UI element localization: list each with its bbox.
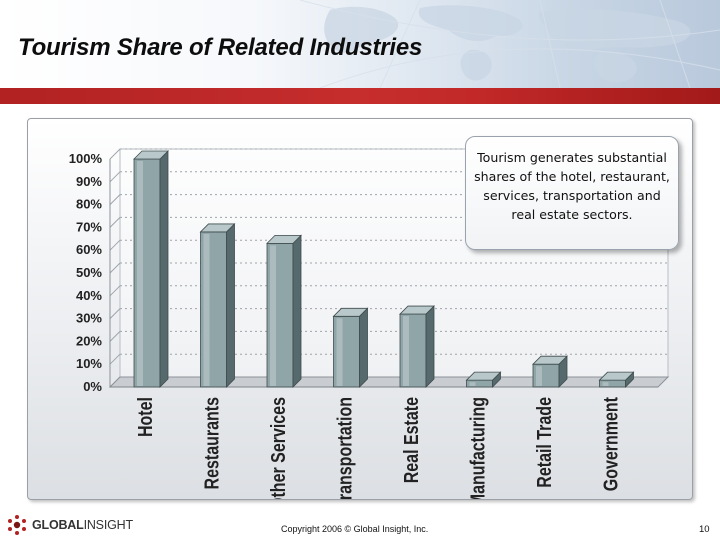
bar [200,231,227,388]
x-category-label: Retail Trade [533,397,555,488]
bar-highlight [270,245,276,386]
gridline-side [109,262,121,274]
gridline-side [109,353,121,365]
bar-side [226,222,235,388]
gridline-side [109,331,121,342]
gridline-side [109,285,121,297]
bar-highlight [469,382,476,386]
page-title: Tourism Share of Related Industries [18,34,423,61]
bar [266,242,294,388]
bar-side [159,150,169,388]
accent-band [0,88,720,104]
bar-side [359,307,368,388]
x-category-label: Real Estate [400,397,422,483]
logo-word-insight: INSIGHT [83,518,133,532]
bar-top [465,371,502,381]
y-tick-label: 90% [76,174,102,189]
world-map-graphic [299,0,720,88]
gridline-side [109,308,121,319]
header-banner: Tourism Share of Related Industries [0,0,720,88]
y-tick-label: 100% [69,151,103,166]
y-tick-label: 20% [76,333,102,348]
gridline-side [109,194,121,205]
x-category-label: Hotel [134,397,156,437]
logo-wordmark: GLOBALINSIGHT [32,518,133,532]
bar-highlight [336,318,343,386]
callout-box: Tourism generates substantial shares of … [465,136,679,250]
y-tick-label: 70% [76,219,102,234]
bar-highlight [203,233,210,386]
copyright-notice: Copyright 2006 © Global Insight, Inc. [281,524,429,534]
bar-top [399,305,435,315]
chart-floor [108,376,670,388]
bar-highlight [602,382,609,386]
x-category-label: Restaurants [201,397,223,489]
logo-word-global: GLOBAL [32,518,84,532]
bar-side [292,234,302,388]
x-category-label: Manufacturing [467,397,489,499]
y-tick-label: 40% [76,288,102,303]
bar-top [598,371,635,381]
y-tick-label: 30% [76,311,102,326]
page-number: 10 [699,524,710,535]
global-insight-logo: GLOBALINSIGHT [6,514,186,536]
bar [333,315,360,388]
globe-logo-icon [8,515,26,535]
x-category-label: Other Services [267,397,289,499]
bar-highlight [536,366,542,386]
bar [399,313,427,388]
bar-side [425,305,435,388]
y-tick-label: 50% [76,265,102,280]
y-tick-label: 0% [83,379,102,394]
bar-top [199,223,236,233]
x-category-label: Government [600,397,622,491]
x-category-label: Transportation [334,397,356,499]
bar-top [532,355,568,365]
bar-top [332,307,369,317]
bar-highlight [137,161,143,386]
gridline-side [109,217,121,228]
gridline-side [109,148,121,160]
gridline-side [109,239,121,251]
bar-top [266,234,302,244]
y-tick-label: 80% [76,197,102,212]
y-tick-label: 60% [76,242,102,257]
bar-top [133,150,169,160]
gridline-side [109,171,121,183]
bar-highlight [403,316,409,386]
y-tick-label: 10% [76,356,102,371]
